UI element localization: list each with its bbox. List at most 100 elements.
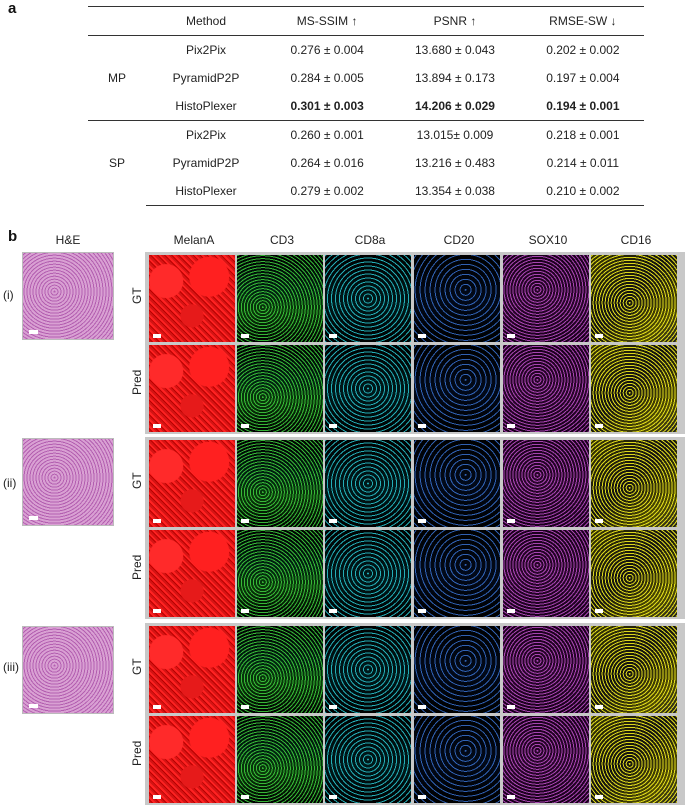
- table-row: SP Pix2Pix 0.260 ± 0.001 13.015± 0.009 0…: [88, 120, 644, 206]
- scale-bar: [241, 705, 249, 709]
- scale-bar: [507, 519, 515, 523]
- tile-cd20-pred: [414, 530, 500, 617]
- ms-ssim-cell-best: 0.301 ± 0.003: [290, 99, 364, 113]
- tile-melana-pred: [149, 716, 235, 803]
- rmse-sw-cell: 0.214 ± 0.011: [546, 156, 620, 170]
- scale-bar: [507, 795, 515, 799]
- scale-bar: [153, 609, 161, 613]
- scale-bar: [29, 330, 38, 334]
- marker-header-cd20: CD20: [443, 233, 475, 247]
- scale-bar: [595, 795, 603, 799]
- row-label-gt: GT: [130, 472, 144, 489]
- tile-cd8a-pred: [325, 716, 411, 803]
- method-cell: HistoPlexer: [146, 177, 266, 206]
- tile-cd20-gt: [414, 440, 500, 527]
- row-label-pred: Pred: [130, 369, 144, 395]
- scale-bar: [595, 334, 603, 338]
- scale-bar: [507, 609, 515, 613]
- ms-ssim-cell: 0.260 ± 0.001: [266, 120, 389, 149]
- he-image-2: [22, 438, 114, 526]
- he-image-1: [22, 252, 114, 340]
- rmse-sw-cell: 0.197 ± 0.004: [546, 71, 620, 85]
- scale-bar: [241, 519, 249, 523]
- scale-bar: [595, 519, 603, 523]
- scale-bar: [329, 519, 337, 523]
- tile-cd20-pred: [414, 716, 500, 803]
- rmse-sw-column-header: RMSE-SW ↓: [521, 6, 644, 36]
- panel-a-label: a: [8, 0, 17, 17]
- tile-melana-gt: [149, 626, 235, 713]
- psnr-cell: 13.216 ± 0.483: [414, 156, 495, 170]
- table-header-row: Method MS-SSIM ↑ PSNR ↑ RMSE-SW ↓: [88, 6, 644, 36]
- psnr-cell: 13.894 ± 0.173: [414, 71, 495, 85]
- tile-sox10-gt: [503, 440, 589, 527]
- tile-cd8a-gt: [325, 255, 411, 342]
- ms-ssim-cell: 0.284 ± 0.005: [290, 71, 364, 85]
- method-cell: Pix2Pix: [146, 120, 266, 149]
- scale-bar: [153, 705, 161, 709]
- sample-label-3: (iii): [3, 660, 19, 674]
- rmse-sw-cell-best: 0.194 ± 0.001: [546, 99, 620, 113]
- tile-melana-gt: [149, 440, 235, 527]
- sample-label-2: (ii): [3, 476, 17, 490]
- psnr-cell: 13.680 ± 0.043: [388, 35, 522, 64]
- tile-melana-pred: [149, 530, 235, 617]
- scale-bar: [595, 705, 603, 709]
- tile-cd20-gt: [414, 626, 500, 713]
- tile-cd8a-gt: [325, 626, 411, 713]
- row-label-gt: GT: [130, 658, 144, 675]
- scale-bar: [329, 795, 337, 799]
- row-label-pred: Pred: [130, 554, 144, 580]
- ms-ssim-cell: 0.276 ± 0.004: [266, 35, 389, 64]
- table-row: PyramidP2P 0.264 ± 0.016 13.216 ± 0.483 …: [88, 149, 644, 177]
- marker-header-melana: MelanA: [173, 233, 215, 247]
- scale-bar: [29, 516, 38, 520]
- rmse-sw-cell: 0.210 ± 0.002: [521, 177, 644, 206]
- scale-bar: [329, 705, 337, 709]
- scale-bar: [153, 334, 161, 338]
- he-image-3: [22, 626, 114, 714]
- tile-cd3-pred: [237, 716, 323, 803]
- he-column-header: H&E: [55, 233, 81, 247]
- scale-bar: [329, 334, 337, 338]
- marker-header-cd16: CD16: [620, 233, 652, 247]
- tile-sox10-pred: [503, 716, 589, 803]
- psnr-cell: 13.015± 0.009: [388, 120, 522, 149]
- tile-cd8a-pred: [325, 345, 411, 432]
- scale-bar: [153, 519, 161, 523]
- scale-bar: [418, 795, 426, 799]
- tile-sox10-pred: [503, 345, 589, 432]
- scale-bar: [241, 795, 249, 799]
- tile-cd3-pred: [237, 345, 323, 432]
- scale-bar: [418, 424, 426, 428]
- table-row: HistoPlexer 0.279 ± 0.002 13.354 ± 0.038…: [88, 177, 644, 206]
- group-column-header: [88, 6, 146, 36]
- tile-cd16-gt: [591, 255, 677, 342]
- scale-bar: [418, 519, 426, 523]
- scale-bar: [418, 705, 426, 709]
- scale-bar: [595, 424, 603, 428]
- table-row: PyramidP2P 0.284 ± 0.005 13.894 ± 0.173 …: [88, 64, 644, 92]
- method-cell: HistoPlexer: [175, 99, 237, 113]
- tile-cd3-gt: [237, 255, 323, 342]
- tile-sox10-gt: [503, 255, 589, 342]
- tile-cd16-pred: [591, 530, 677, 617]
- sample-block-3: [145, 623, 685, 805]
- scale-bar: [507, 424, 515, 428]
- psnr-cell: 13.354 ± 0.038: [388, 177, 522, 206]
- scale-bar: [241, 334, 249, 338]
- scale-bar: [418, 609, 426, 613]
- scale-bar: [241, 609, 249, 613]
- psnr-cell-best: 14.206 ± 0.029: [414, 99, 495, 113]
- ms-ssim-cell: 0.264 ± 0.016: [290, 156, 364, 170]
- sample-label-1: (i): [3, 288, 14, 302]
- panel-b-label: b: [8, 228, 18, 245]
- tile-cd3-pred: [237, 530, 323, 617]
- rmse-sw-cell: 0.218 ± 0.001: [521, 120, 644, 149]
- scale-bar: [418, 334, 426, 338]
- group-label-sp: SP: [88, 120, 146, 206]
- tile-melana-gt: [149, 255, 235, 342]
- ms-ssim-cell: 0.279 ± 0.002: [266, 177, 389, 206]
- scale-bar: [153, 795, 161, 799]
- table-row: HistoPlexer 0.301 ± 0.003 14.206 ± 0.029…: [88, 92, 644, 121]
